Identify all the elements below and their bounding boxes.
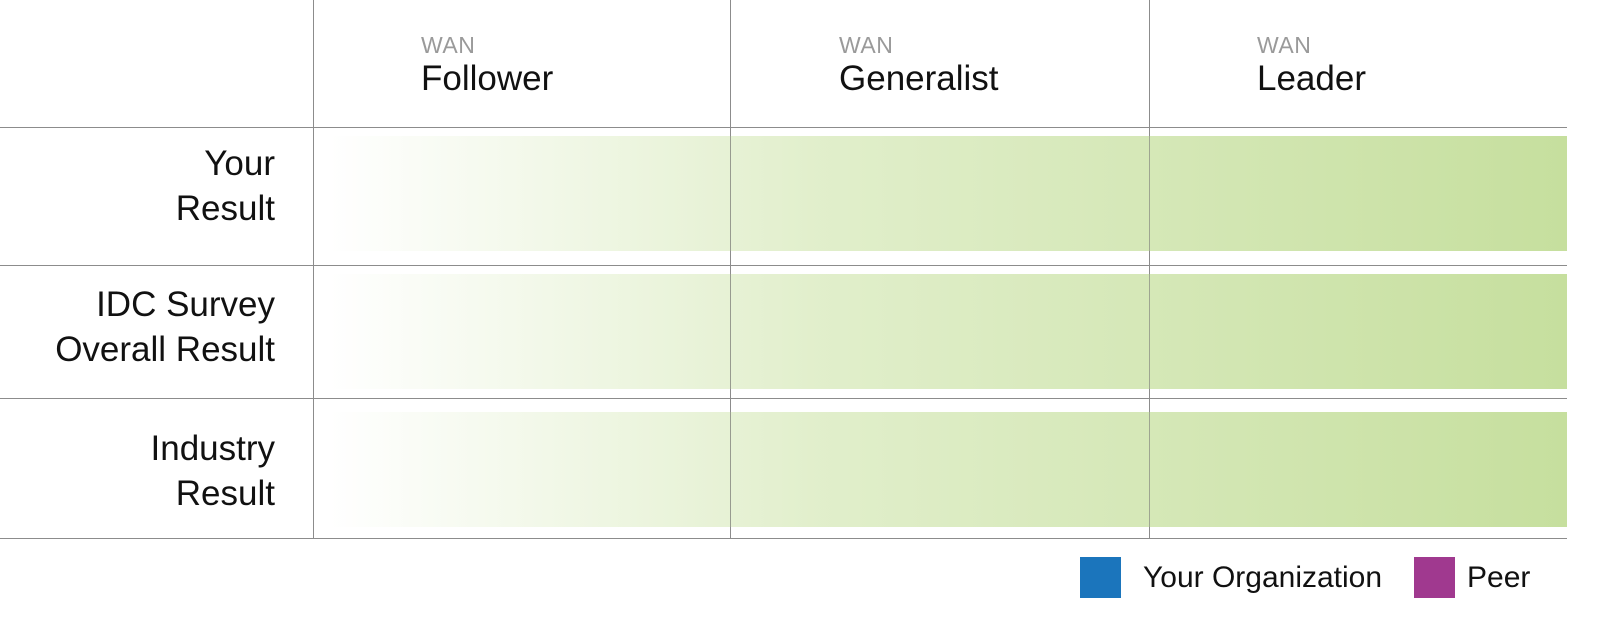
row-label-industry-result: Industry Result <box>0 426 276 516</box>
column-title: Leader <box>1257 59 1366 98</box>
column-kicker: WAN <box>421 32 476 58</box>
row-label-line: Result <box>175 189 275 228</box>
grid-divider-label-column <box>313 0 314 538</box>
column-kicker: WAN <box>839 32 894 58</box>
row-label-idc-survey: IDC Survey Overall Result <box>0 282 275 372</box>
grid-divider-overlay-generalist-leader <box>1149 127 1150 538</box>
grid-divider-bottom <box>0 538 1567 539</box>
legend-swatch <box>1414 557 1455 598</box>
row-label-line: Result <box>175 474 275 513</box>
column-header-leader: WAN Leader <box>1257 30 1366 98</box>
row-label-line: IDC Survey <box>96 285 275 324</box>
legend-swatch <box>1080 557 1121 598</box>
column-title: Generalist <box>839 59 999 98</box>
row-label-line: Industry <box>150 429 276 468</box>
legend-peer: Peer <box>1414 557 1530 598</box>
column-kicker: WAN <box>1257 32 1312 58</box>
grid-divider-header <box>0 127 1567 128</box>
row-bar-your-result <box>330 136 1567 251</box>
column-header-generalist: WAN Generalist <box>839 30 999 98</box>
grid-divider-row-1 <box>0 265 1567 266</box>
row-label-line: Overall Result <box>55 330 275 369</box>
legend-label: Peer <box>1467 561 1531 594</box>
grid-divider-row-2 <box>0 398 1567 399</box>
row-label-your-result: Your Result <box>0 141 275 231</box>
column-header-follower: WAN Follower <box>421 30 553 98</box>
column-title: Follower <box>421 59 554 98</box>
row-bar-idc-survey <box>330 274 1567 389</box>
legend-your-organization: Your Organization <box>1080 557 1382 598</box>
row-label-line: Your <box>204 144 275 183</box>
grid-divider-overlay-follower-generalist <box>730 127 731 538</box>
row-bar-industry-result <box>330 412 1567 527</box>
legend-label: Your Organization <box>1143 561 1383 594</box>
